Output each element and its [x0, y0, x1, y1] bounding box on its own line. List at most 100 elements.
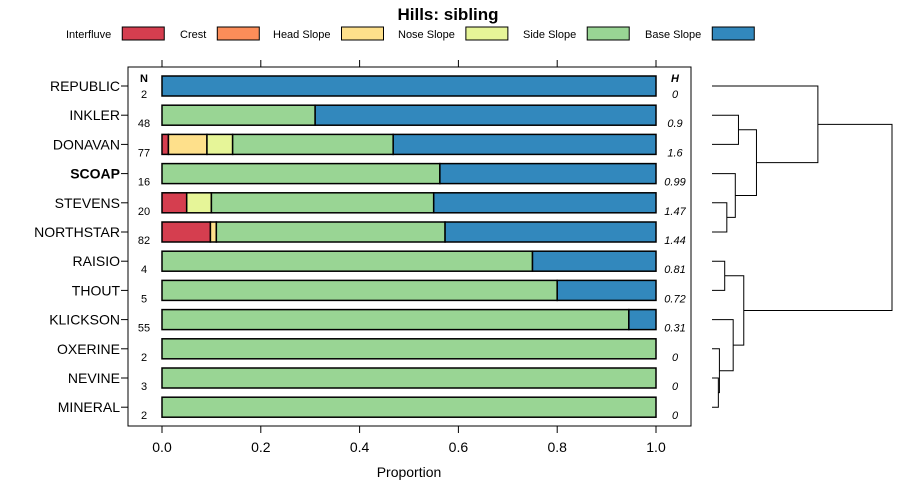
h-value: 0 [672, 89, 679, 101]
bar-segment-side-slope [161, 250, 534, 272]
h-column-header: H [671, 73, 680, 85]
bar-segment-side-slope [161, 308, 630, 331]
legend-label-head-slope: Head Slope [273, 29, 331, 41]
dendrogram-branch [712, 377, 719, 408]
h-value: 0.81 [664, 264, 685, 276]
legend-label-crest: Crest [180, 29, 206, 41]
dendrogram-branch [712, 85, 819, 164]
bar-segment-side-slope [161, 396, 657, 418]
row-label-northstar: NORTHSTAR [34, 224, 120, 240]
dendrogram-branch [724, 275, 745, 346]
row-label-stevens: STEVENS [55, 195, 120, 211]
n-column-header: N [140, 73, 148, 85]
row-label-thout: THOUT [72, 282, 121, 298]
legend-swatch-base-slope [711, 26, 755, 41]
legend-label-interfluve: Interfluve [66, 29, 111, 41]
bar-row-raisio: RAISIO 4 0.81 [73, 250, 686, 276]
bar-segment-side-slope [161, 104, 316, 126]
bar-row-scoap: SCOAP 16 0.99 [70, 162, 686, 189]
bar-segment-interfluve [161, 192, 188, 214]
h-value: 0 [672, 410, 679, 422]
legend-swatch-nose-slope [465, 26, 509, 41]
h-value: 0 [672, 352, 679, 364]
bar-segment-side-slope [161, 162, 441, 185]
h-value: 0.31 [664, 323, 685, 335]
x-tick-label: 0.4 [350, 439, 370, 455]
bar-segment-base-slope [439, 162, 657, 185]
bar-segment-base-slope [161, 75, 657, 97]
bar-row-inkler: INKLER 48 0.9 [69, 104, 683, 130]
row-label-klickson: KLICKSON [49, 312, 120, 328]
n-value: 5 [141, 293, 147, 305]
bar-segment-base-slope [556, 279, 657, 302]
bar-segment-side-slope [161, 279, 558, 302]
legend-swatch-interfluve [121, 26, 165, 41]
x-tick-label: 0.8 [547, 439, 567, 455]
row-label-nevine: NEVINE [68, 370, 120, 386]
legend: Interfluve Crest Head Slope Nose Slope Side … [66, 26, 755, 41]
bar-segment-base-slope [392, 133, 657, 156]
n-value: 77 [138, 147, 150, 159]
h-value: 1.44 [664, 235, 685, 247]
bar-row-oxerine: OXERINE 2 0 [57, 338, 679, 364]
row-label-donavan: DONAVAN [53, 136, 120, 152]
n-value: 4 [141, 264, 147, 276]
dendrogram-branch [743, 123, 893, 311]
n-value: 2 [141, 89, 147, 101]
bar-row-klickson: KLICKSON 55 0.31 [49, 308, 686, 335]
chart-title: Hills: sibling [397, 5, 498, 24]
n-value: 2 [141, 352, 147, 364]
dendrogram-branch [712, 319, 734, 372]
plot-frame [127, 66, 692, 427]
bar-segment-base-slope [314, 104, 657, 126]
bar-segment-base-slope [444, 221, 657, 243]
bar-segment-head-slope [209, 221, 218, 243]
n-value: 48 [138, 118, 150, 130]
bar-segment-base-slope [531, 250, 657, 272]
dendrogram [712, 85, 893, 408]
legend-label-side-slope: Side Slope [523, 29, 576, 41]
n-value: 82 [138, 235, 150, 247]
row-label-raisio: RAISIO [73, 253, 121, 269]
legend-swatch-head-slope [341, 26, 384, 41]
bar-segment-interfluve [161, 221, 212, 243]
bar-segment-nose-slope [206, 133, 234, 156]
bar-row-stevens: STEVENS 20 1.47 [55, 192, 687, 218]
bar-segment-side-slope [210, 192, 435, 214]
bar-segment-interfluve [161, 133, 170, 156]
legend-label-base-slope: Base Slope [645, 29, 701, 41]
bar-segment-side-slope [215, 221, 446, 243]
h-value: 0.9 [667, 118, 682, 130]
dendrogram-branch [712, 202, 728, 233]
bar-row-mineral: MINERAL 2 0 [58, 396, 679, 422]
x-axis-title: Proportion [377, 464, 442, 480]
dendrogram-branch [712, 260, 726, 291]
bar-segment-head-slope [167, 133, 208, 156]
x-tick-label: 0.6 [449, 439, 469, 455]
h-value: 0.99 [664, 177, 685, 189]
bar-row-nevine: NEVINE 3 0 [68, 367, 679, 393]
bar-segment-side-slope [161, 367, 657, 389]
bar-segment-nose-slope [185, 192, 213, 214]
h-value: 1.47 [664, 206, 686, 218]
legend-label-nose-slope: Nose Slope [398, 29, 455, 41]
n-value: 55 [138, 323, 150, 335]
bar-row-northstar: NORTHSTAR 82 1.44 [34, 221, 686, 247]
x-tick-label: 0.0 [152, 439, 172, 455]
n-value: 3 [141, 381, 147, 393]
h-value: 0.72 [664, 293, 685, 305]
bar-segment-side-slope [161, 338, 657, 360]
legend-swatch-crest [216, 26, 260, 41]
n-value: 20 [138, 206, 150, 218]
n-value: 2 [141, 410, 147, 422]
dendrogram-branch [712, 173, 736, 218]
row-label-mineral: MINERAL [58, 399, 120, 415]
x-tick-label: 1.0 [646, 439, 666, 455]
row-label-republic: REPUBLIC [50, 78, 120, 94]
h-value: 0 [672, 381, 679, 393]
row-label-oxerine: OXERINE [57, 341, 120, 357]
bar-row-thout: THOUT 5 0.72 [72, 279, 686, 305]
bar-segment-base-slope [432, 192, 657, 214]
